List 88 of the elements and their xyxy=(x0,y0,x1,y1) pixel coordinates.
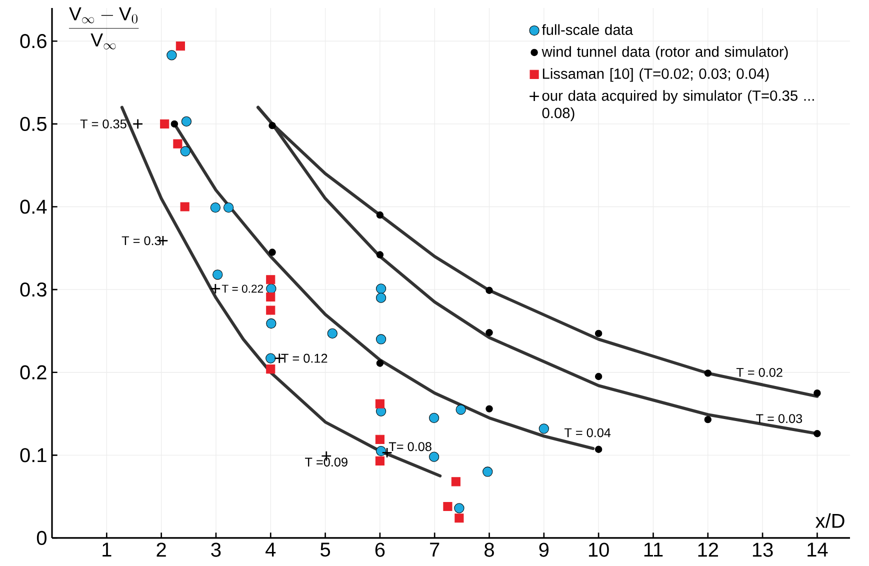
point xyxy=(212,270,223,280)
point xyxy=(266,275,276,284)
point xyxy=(376,284,386,294)
annotation: T = 0.22 xyxy=(222,284,264,293)
x-tick-label: 7 xyxy=(430,542,440,556)
x-tick-label: 12 xyxy=(698,542,718,557)
y-axis-title: $\frac{\mathrm{V}_{\infty} - \mathrm{V}_{0}}{\mathrm{V}_{\infty}}$ xyxy=(68,7,139,50)
point xyxy=(486,286,493,294)
point xyxy=(376,211,384,219)
point xyxy=(486,405,493,412)
point xyxy=(454,514,464,523)
point xyxy=(538,424,549,434)
point xyxy=(443,502,452,512)
point xyxy=(376,292,386,303)
point xyxy=(376,334,386,344)
point xyxy=(266,364,276,374)
y-tick-label: 0.6 xyxy=(20,34,46,48)
point xyxy=(266,318,276,329)
point xyxy=(266,292,276,302)
annotation: T =0.09 xyxy=(305,458,348,467)
annotation: T = 0.02 xyxy=(736,368,782,377)
point xyxy=(428,452,440,462)
point xyxy=(160,119,170,128)
point xyxy=(704,416,712,424)
point xyxy=(451,477,460,486)
y-tick-label: 0.2 xyxy=(20,365,46,380)
annotation: T= 0.08 xyxy=(388,442,432,452)
point xyxy=(327,328,338,339)
point xyxy=(223,202,234,213)
annotation: T = 0.04 xyxy=(564,428,611,438)
point xyxy=(594,330,602,338)
x-tick-label: 6 xyxy=(375,542,385,557)
point xyxy=(428,412,440,423)
point xyxy=(176,42,185,51)
point xyxy=(376,251,384,258)
x-tick-label: 8 xyxy=(484,542,494,557)
y-tick-label: 0.3 xyxy=(20,282,46,297)
point xyxy=(166,50,177,60)
point xyxy=(266,306,276,315)
point xyxy=(375,399,384,408)
point xyxy=(210,202,220,213)
y-tick-label: 0.4 xyxy=(20,200,47,214)
point xyxy=(375,456,384,466)
x-tick-label: 9 xyxy=(539,542,549,557)
point xyxy=(376,446,386,456)
point xyxy=(180,202,190,212)
point xyxy=(456,404,466,415)
point xyxy=(454,503,464,514)
y-tick-label: 0 xyxy=(36,530,46,546)
annotation: T = 0.35 xyxy=(80,119,126,128)
point xyxy=(594,446,602,453)
point xyxy=(173,139,182,148)
y-tick-label: 0.1 xyxy=(20,448,46,462)
legend-label: our data acquired by simulator (T=0.35 ... 0.08) xyxy=(542,90,814,122)
point xyxy=(266,284,276,294)
point xyxy=(180,146,190,156)
y-tick-label: 0.5 xyxy=(20,116,46,131)
x-tick-label: 13 xyxy=(752,542,773,557)
point xyxy=(181,116,192,127)
x-tick-label: 4 xyxy=(266,542,276,556)
x-tick-label: 14 xyxy=(808,542,828,556)
point xyxy=(814,389,821,397)
point xyxy=(210,283,221,294)
point xyxy=(594,372,602,380)
legend-label: full-scale data xyxy=(542,24,634,35)
point xyxy=(482,466,493,477)
x-tick-label: 10 xyxy=(588,542,609,557)
point xyxy=(170,120,178,128)
point xyxy=(814,430,821,438)
x-tick-label: 1 xyxy=(102,542,112,556)
annotation: T = 0.03 xyxy=(756,414,802,424)
point xyxy=(132,118,144,130)
x-axis-title: x/D xyxy=(816,513,844,528)
point xyxy=(375,434,384,444)
point xyxy=(268,122,276,130)
point xyxy=(376,360,384,367)
annotation: T = 0.3 xyxy=(122,236,161,246)
x-tick-label: 5 xyxy=(320,542,330,557)
legend-label: wind tunnel data (rotor and simulator) xyxy=(542,46,788,60)
x-tick-label: 11 xyxy=(644,542,663,556)
point xyxy=(486,329,493,336)
point xyxy=(268,248,276,256)
x-tick-label: 3 xyxy=(211,542,221,557)
legend-label: Lissaman [10] (T=0.02; 0.03; 0.04) xyxy=(542,68,769,82)
point xyxy=(704,370,712,377)
x-tick-label: 2 xyxy=(156,542,166,557)
point xyxy=(266,353,276,364)
annotation: T = 0.12 xyxy=(281,354,328,363)
